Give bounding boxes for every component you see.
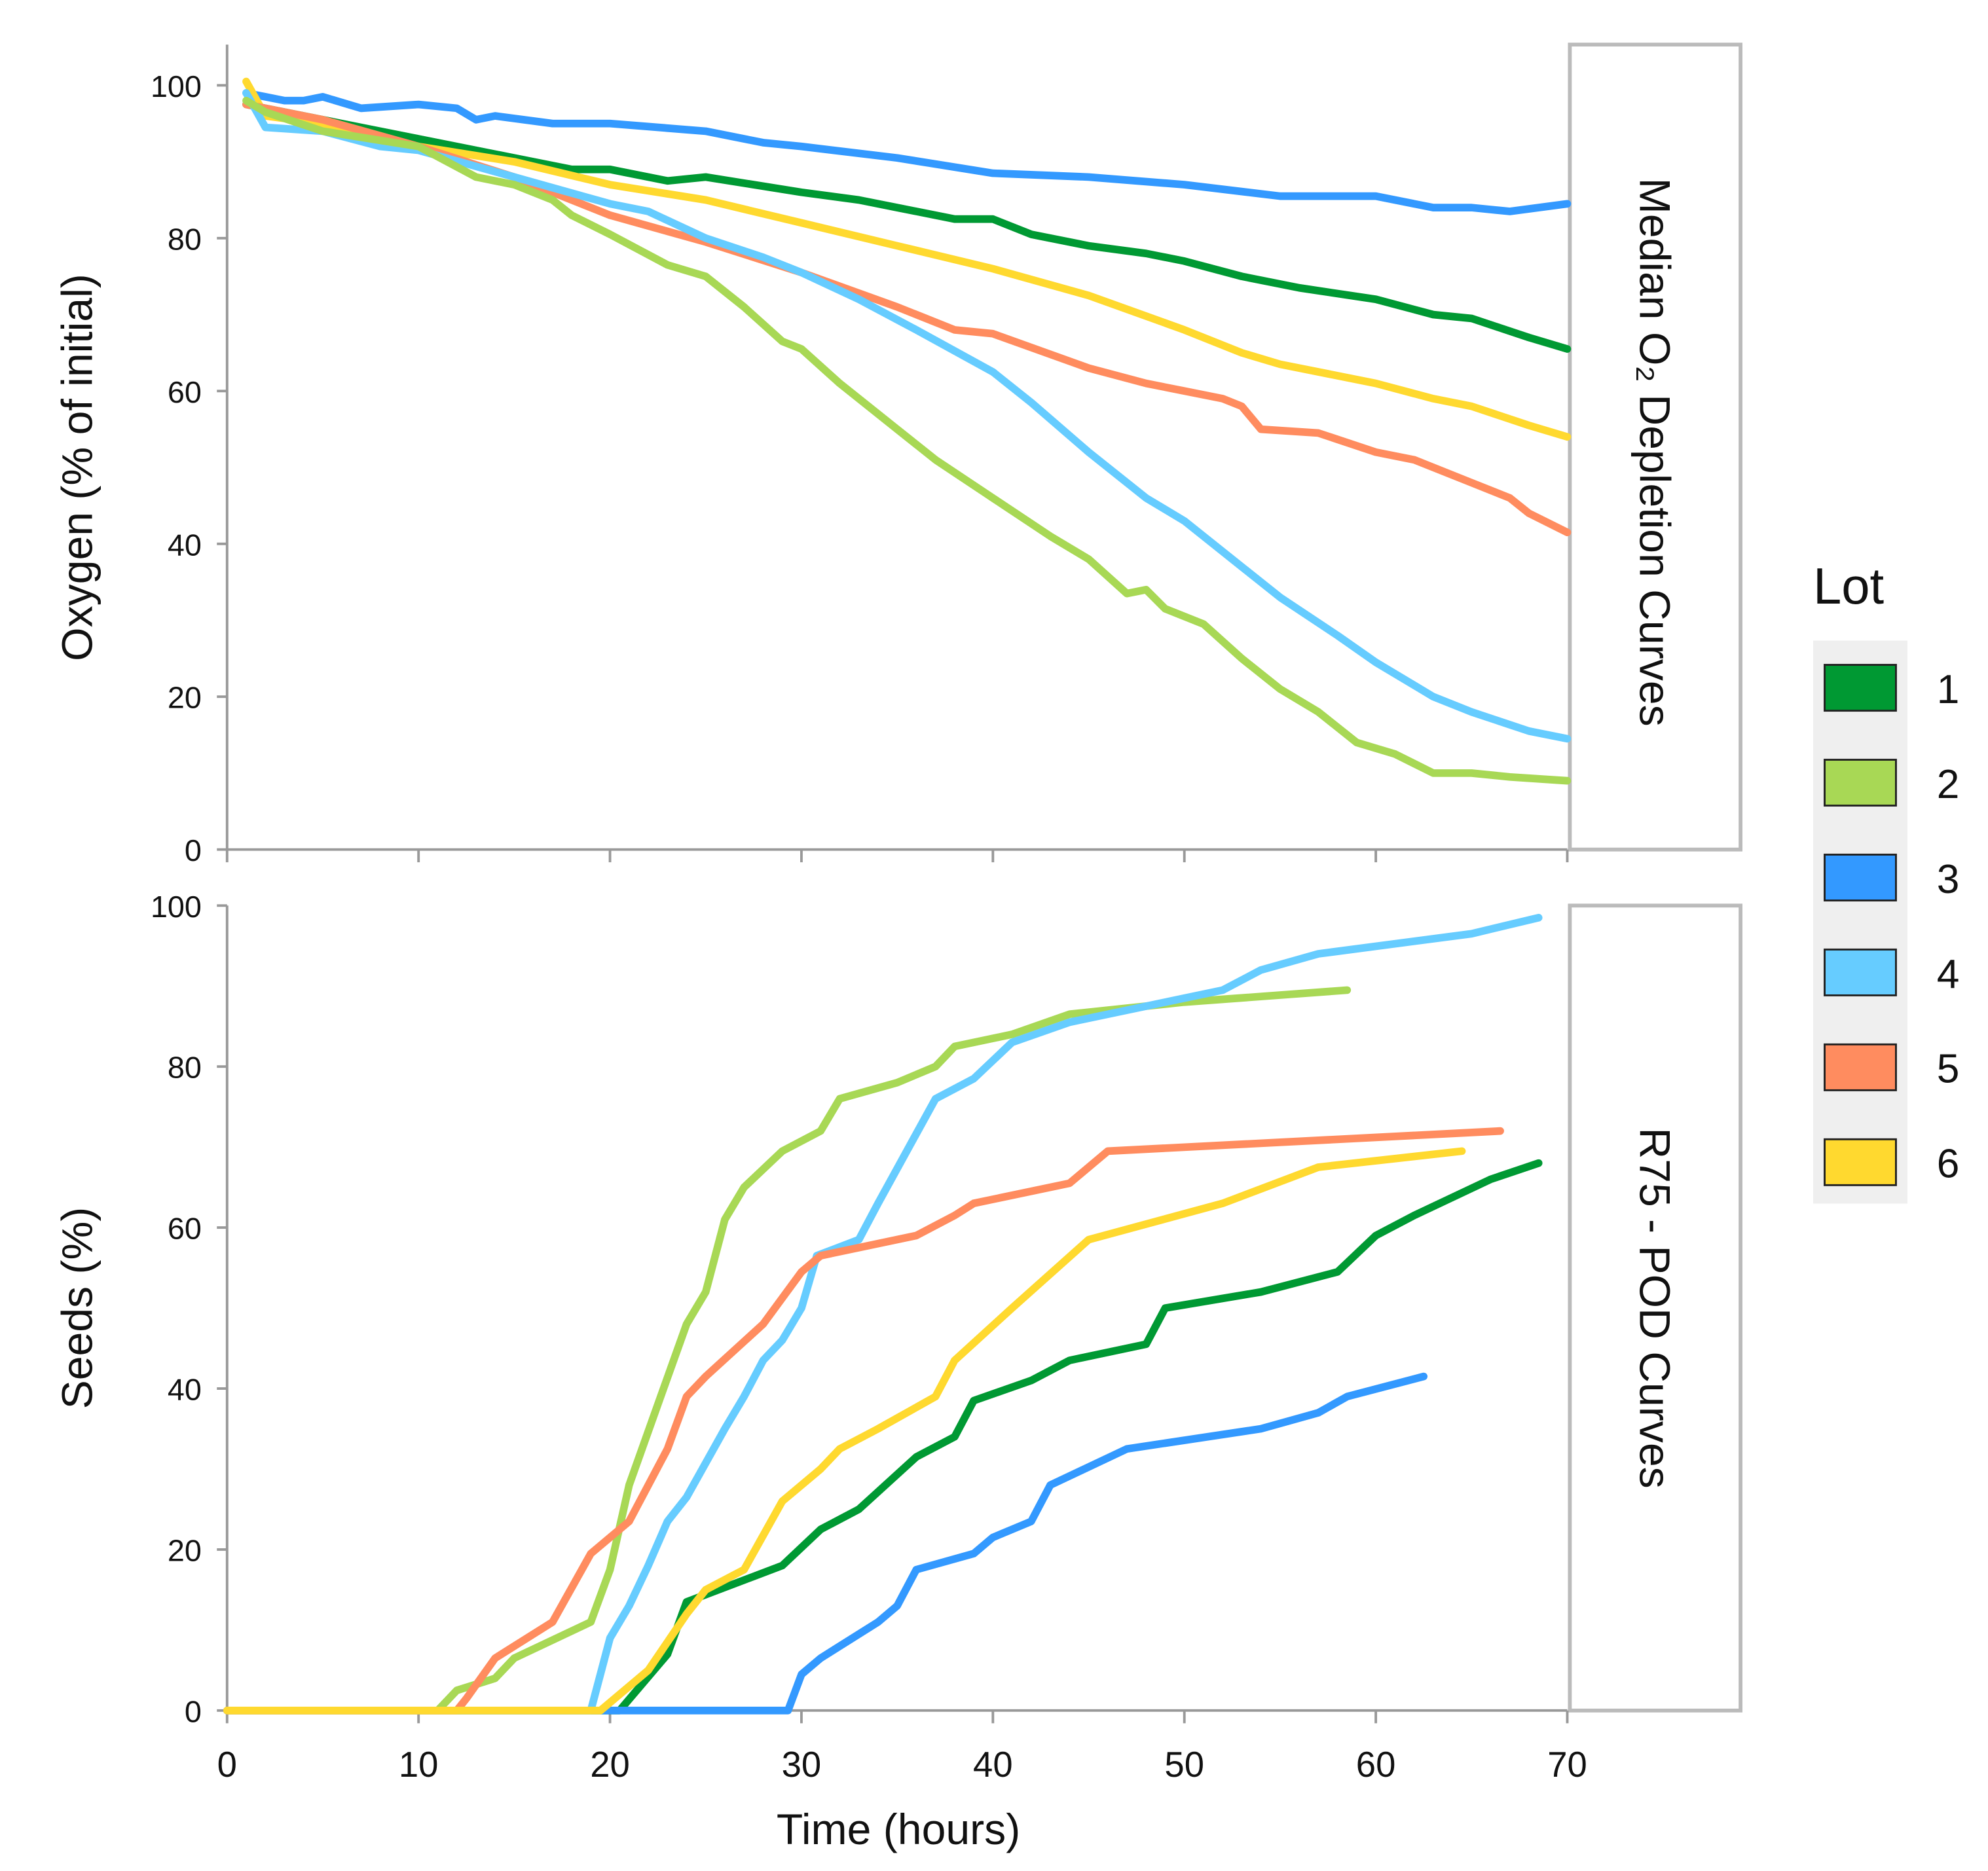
y-tick-label: 60 [168, 1212, 202, 1246]
series-line-lot-6 [223, 1147, 1466, 1715]
series-line-lot-6 [242, 77, 1572, 441]
x-tick-label: 10 [399, 1745, 439, 1785]
legend-swatch-lot-3 [1824, 853, 1897, 901]
legend-title: Lot [1813, 558, 1885, 615]
top-y-axis-title: Oxygen (% of initial) [54, 274, 102, 661]
x-tick-label: 20 [590, 1745, 630, 1785]
x-axis-title: Time (hours) [777, 1806, 1020, 1854]
x-tick-label: 70 [1547, 1745, 1587, 1785]
y-tick-label: 80 [168, 1051, 202, 1085]
legend-swatch-lot-4 [1824, 948, 1897, 996]
y-tick-label: 100 [151, 890, 202, 924]
legend-label-lot-4: 4 [1937, 952, 1960, 997]
y-tick-label: 40 [168, 528, 202, 562]
legend-label-lot-3: 3 [1937, 857, 1960, 902]
legend-swatch-lot-6 [1824, 1138, 1897, 1186]
x-tick-label: 60 [1356, 1745, 1396, 1785]
y-tick-label: 60 [168, 375, 202, 409]
y-tick-label: 80 [168, 222, 202, 256]
legend-background [1813, 640, 1907, 1204]
legend: Lot 1 2 3 4 5 6 [1813, 558, 1960, 1204]
series-line-lot-3 [242, 89, 1572, 215]
y-tick-label: 20 [168, 681, 202, 715]
y-tick-label: 0 [185, 1694, 202, 1728]
x-tick-label: 0 [217, 1745, 237, 1785]
legend-swatch-lot-5 [1824, 1043, 1897, 1091]
y-tick-label: 20 [168, 1533, 202, 1567]
series-line-lot-3 [223, 1372, 1428, 1715]
y-tick-label: 100 [151, 69, 202, 103]
x-tick-label: 40 [973, 1745, 1013, 1785]
series-line-lot-2 [223, 986, 1352, 1715]
series-line-lot-4 [223, 913, 1543, 1715]
y-tick-label: 0 [185, 833, 202, 867]
legend-swatch-lot-1 [1824, 664, 1897, 712]
legend-swatch-lot-2 [1824, 759, 1897, 807]
bottom-y-axis-title: Seeds (%) [54, 1207, 102, 1409]
oxygen-panel: 0 20 40 60 80 100 [151, 43, 1743, 867]
legend-label-lot-1: 1 [1937, 667, 1960, 712]
series-line-lot-1 [242, 100, 1572, 353]
legend-label-lot-5: 5 [1937, 1047, 1960, 1092]
strip-box [1568, 903, 1743, 1713]
series-line-lot-5 [223, 1127, 1504, 1715]
strip-box [1568, 43, 1743, 852]
bottom-strip-label: R75 - POD Curves [1630, 1127, 1678, 1488]
top-strip-label: Median O₂ Depletion Curves [1630, 178, 1678, 727]
series-line-lot-5 [242, 100, 1572, 537]
x-tick-label: 30 [782, 1745, 822, 1785]
series-line-lot-4 [242, 89, 1572, 743]
legend-label-lot-6: 6 [1937, 1142, 1960, 1187]
y-tick-label: 40 [168, 1373, 202, 1407]
legend-label-lot-2: 2 [1937, 762, 1960, 807]
x-tick-label: 50 [1164, 1745, 1204, 1785]
pod-panel: 0 20 40 60 80 100 0 10 20 30 40 50 60 70 [151, 890, 1743, 1785]
series-line-lot-2 [242, 96, 1572, 785]
